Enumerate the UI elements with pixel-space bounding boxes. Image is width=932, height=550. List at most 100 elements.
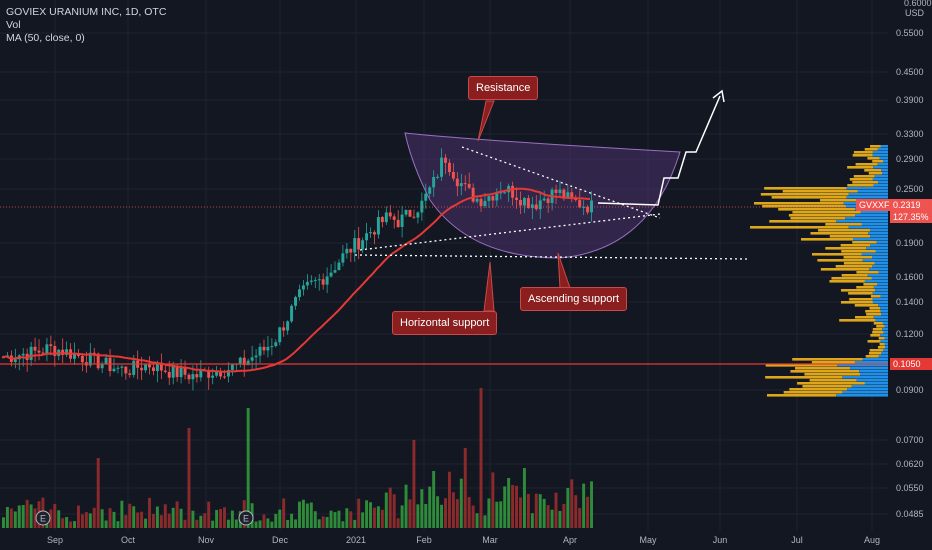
profile-bar-yellow <box>795 367 851 370</box>
candle-body <box>112 368 116 372</box>
profile-bar-blue <box>860 211 888 214</box>
volume-bar <box>136 512 140 528</box>
volume-bar <box>29 504 33 528</box>
volume-bar <box>5 506 9 528</box>
profile-bar-yellow <box>831 277 872 280</box>
candle-body <box>73 353 76 359</box>
profile-bar-yellow <box>797 382 865 385</box>
profile-bar-blue <box>884 337 888 340</box>
profile-bar-yellow <box>771 196 847 199</box>
profile-bar-blue <box>856 379 888 382</box>
profile-bar-blue <box>867 274 888 277</box>
profile-bar-yellow <box>868 352 882 355</box>
profile-bar-yellow <box>848 292 873 295</box>
volume-bar <box>128 503 132 528</box>
volume-bar <box>369 502 372 528</box>
profile-bar-yellow <box>869 349 883 352</box>
candle-body <box>215 371 219 376</box>
candle-body <box>542 198 546 201</box>
profile-bar-blue <box>870 229 888 232</box>
volume-bar <box>582 483 586 528</box>
profile-bar-blue <box>846 196 888 199</box>
candle-body <box>175 365 179 378</box>
profile-bar-yellow <box>790 217 846 220</box>
candle-body <box>408 209 412 217</box>
time-tick-label: Jul <box>791 535 803 545</box>
profile-bar-yellow <box>849 298 873 301</box>
profile-bar-yellow <box>800 238 854 241</box>
profile-bar-blue <box>836 394 888 397</box>
price-axis[interactable]: 0.5500 0.4500 0.3900 0.3300 0.2900 0.2500 0.19… <box>896 0 932 519</box>
profile-bar-yellow <box>854 304 879 307</box>
candle-body <box>65 349 69 355</box>
profile-bar-blue <box>862 358 888 361</box>
profile-bar-blue <box>870 244 888 247</box>
candle-body <box>479 198 483 207</box>
profile-bar-blue <box>878 181 888 184</box>
volume-bar <box>440 504 444 528</box>
profile-bar-blue <box>875 289 888 292</box>
volume-bar <box>69 521 73 528</box>
candle-body <box>570 192 574 198</box>
candle-body <box>219 371 223 377</box>
volume-bar <box>416 504 420 528</box>
candle-body <box>487 196 491 201</box>
profile-bar-yellow <box>864 148 878 151</box>
candle-body <box>519 199 522 206</box>
symbol-title[interactable]: GOVIEX URANIUM INC, 1D, OTC <box>6 6 167 18</box>
profile-bar-blue <box>872 292 888 295</box>
volume-bar <box>384 492 388 528</box>
profile-bar-blue <box>881 169 888 172</box>
volume-bar <box>420 489 424 528</box>
candle-body <box>369 232 372 234</box>
volume-bar <box>550 509 554 528</box>
volume-bar <box>530 513 534 528</box>
candle-body <box>345 248 349 254</box>
profile-bar-blue <box>862 259 888 262</box>
ascending-support-line <box>359 213 661 251</box>
candle-body <box>187 374 191 380</box>
candle-body <box>282 327 286 331</box>
profile-bar-blue <box>880 145 888 148</box>
volume-indicator-label[interactable]: Vol <box>6 19 21 31</box>
chart-legend: GOVIEX URANIUM INC, 1D, OTC Vol MA (50, … <box>6 6 166 45</box>
earnings-marker[interactable]: E <box>238 510 254 526</box>
candle-body <box>159 362 163 371</box>
volume-bar <box>519 497 522 528</box>
candle-body <box>503 192 507 194</box>
volume-bar <box>361 512 365 528</box>
profile-bar-blue <box>878 271 888 274</box>
candle-body <box>440 157 444 177</box>
volume-bar <box>388 487 392 528</box>
candle-body <box>526 198 530 209</box>
volume-bar <box>282 498 286 528</box>
volume-bar <box>578 508 582 528</box>
time-axis[interactable]: Sep Oct Nov Dec 2021 Feb Mar Apr May Jun Jul Aug <box>47 535 880 545</box>
candle-body <box>578 200 582 208</box>
volume-bar <box>159 515 163 528</box>
cup-pattern-shape <box>404 132 681 259</box>
candle-body <box>140 367 144 371</box>
candle-body <box>396 219 400 227</box>
candle-body <box>495 193 499 201</box>
profile-bar-blue <box>878 355 888 358</box>
candle-body <box>376 217 380 235</box>
candle-body <box>151 367 155 372</box>
ma-indicator-label[interactable]: MA (50, close, 0) <box>6 32 85 44</box>
profile-bar-yellow <box>840 289 876 292</box>
volume-bar <box>357 498 361 528</box>
candle-body <box>49 344 53 347</box>
volume-bar <box>155 506 159 528</box>
candle-body <box>262 346 266 351</box>
svg-text:E: E <box>40 514 46 524</box>
volume-bar <box>140 511 144 528</box>
profile-bar-yellow <box>809 379 857 382</box>
candle-body <box>444 157 447 163</box>
volume-bar <box>298 501 301 528</box>
earnings-marker[interactable]: E <box>35 510 51 526</box>
candle-body <box>432 177 436 188</box>
profile-bar-blue <box>872 256 888 259</box>
volume-bar <box>305 503 309 528</box>
candle-body <box>258 346 262 356</box>
